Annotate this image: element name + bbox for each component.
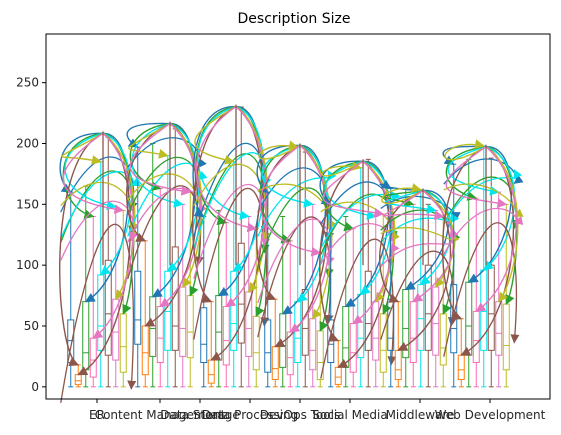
arrow <box>412 189 454 303</box>
arrow <box>443 169 523 225</box>
arrow <box>61 132 104 165</box>
box-group-2 <box>192 104 272 388</box>
arrow <box>445 146 508 208</box>
arrow <box>127 187 207 243</box>
arrow <box>359 160 393 295</box>
arrow <box>128 122 171 159</box>
y-tick-label: 50 <box>24 319 39 333</box>
arrow <box>299 144 333 320</box>
arrow <box>84 132 130 303</box>
y-tick-label: 0 <box>31 380 39 394</box>
box <box>171 246 179 351</box>
box <box>134 270 142 345</box>
arrow <box>193 187 270 340</box>
axes-frame <box>45 33 551 400</box>
arrow <box>379 179 424 192</box>
arrow <box>321 160 364 177</box>
x-tick-label: DevOps Tools <box>260 408 340 422</box>
arrow <box>320 191 400 249</box>
y-tick-label: 100 <box>16 258 39 272</box>
box <box>364 270 372 351</box>
box <box>237 242 245 344</box>
arrow <box>60 171 141 240</box>
arrow <box>258 140 301 160</box>
arrow <box>442 145 487 165</box>
arrow <box>447 146 500 196</box>
arrow <box>60 223 137 404</box>
arrow <box>443 222 520 357</box>
arrow <box>166 122 200 272</box>
arrow <box>195 105 258 233</box>
arrow <box>131 122 184 208</box>
arrow-cluster-0 <box>59 131 141 404</box>
x-tick-label: Middleware <box>386 408 455 422</box>
arrow <box>444 139 487 161</box>
y-tick-label: 200 <box>16 137 39 151</box>
plot-area <box>59 104 524 404</box>
box-group-0 <box>59 131 141 404</box>
arrow <box>319 160 364 205</box>
arrow <box>380 227 459 267</box>
arrow <box>102 132 136 301</box>
arrow <box>475 146 517 312</box>
arrow <box>261 144 314 208</box>
box <box>200 307 208 363</box>
arrow <box>159 123 201 308</box>
box-group-6 <box>442 139 524 388</box>
chart-title: Description Size <box>238 11 351 27</box>
y-tick-label: 150 <box>16 197 39 211</box>
arrow-cluster-1 <box>126 121 208 327</box>
x-tick-label: ER <box>89 408 105 422</box>
x-tick-label: Data Processing <box>202 408 299 422</box>
y-tick-label: 250 <box>16 76 39 90</box>
box <box>104 259 112 356</box>
arrow <box>259 144 322 257</box>
x-tick-label: Social Media <box>312 408 387 422</box>
x-tick-label: Data Storage <box>160 408 239 422</box>
x-tick-label: Content Management <box>95 408 226 422</box>
box <box>264 319 272 373</box>
arrow <box>380 250 457 340</box>
arrow-cluster-4 <box>319 159 400 379</box>
arrow <box>126 122 171 242</box>
box-group-3 <box>256 140 337 388</box>
arrow <box>443 207 524 255</box>
arrow <box>296 144 330 303</box>
arrow <box>445 146 487 201</box>
arrow <box>322 160 385 218</box>
x-tick-label: Web Development <box>435 408 546 422</box>
box-group-4 <box>319 158 400 388</box>
box-group-1 <box>126 121 208 388</box>
arrow <box>319 160 364 342</box>
arrow <box>382 189 445 221</box>
arrow <box>129 123 192 196</box>
arrow <box>380 195 461 221</box>
arrow <box>193 183 271 279</box>
arrow <box>485 146 519 303</box>
arrow-cluster-2 <box>192 104 272 361</box>
arrow-cluster-6 <box>442 139 524 357</box>
arrow <box>320 223 400 265</box>
arrow <box>192 105 237 218</box>
arrow <box>256 144 301 301</box>
arrow <box>62 132 125 214</box>
box <box>424 264 432 351</box>
arrow <box>64 132 117 211</box>
arrow <box>381 183 424 205</box>
arrow <box>194 105 237 165</box>
